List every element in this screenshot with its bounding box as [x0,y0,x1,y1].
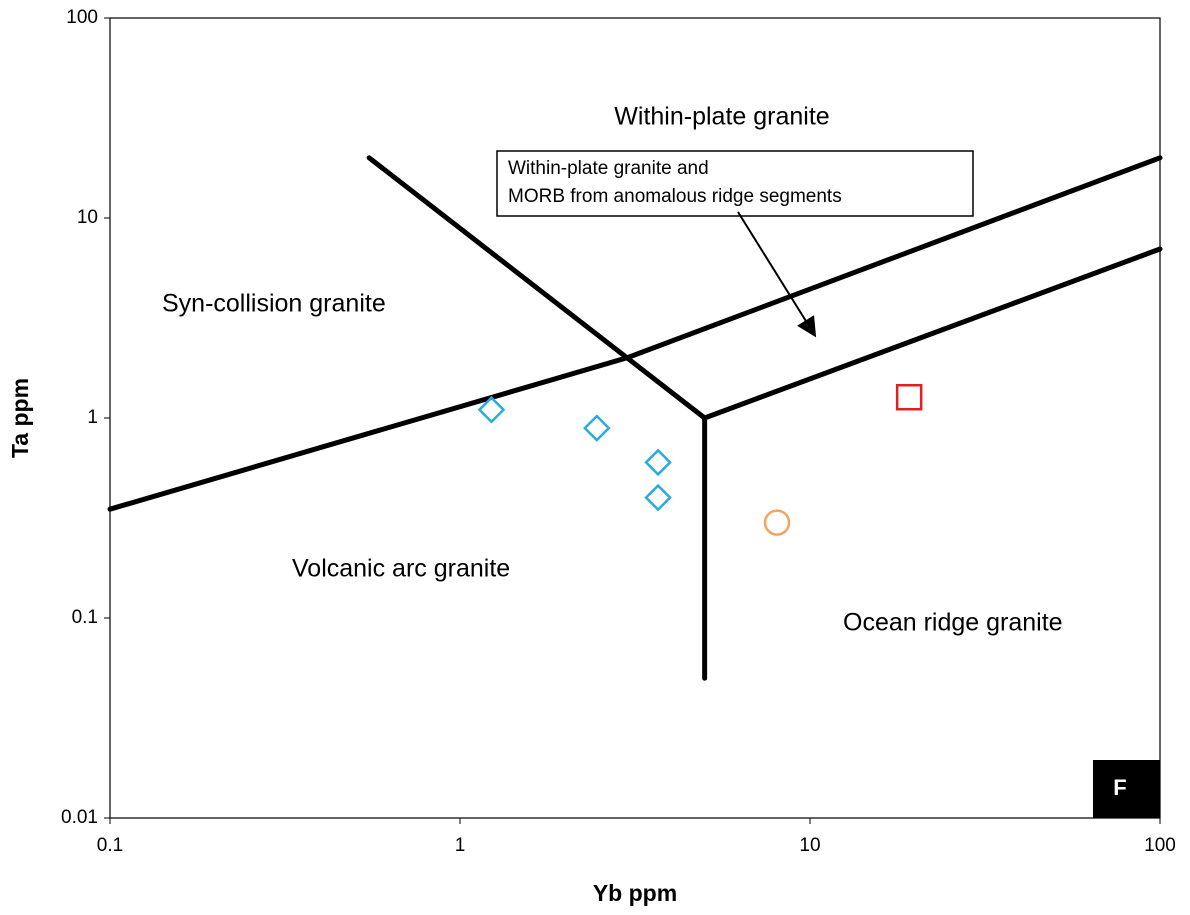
plot-frame [109,17,1161,819]
y-tick-label: 0.1 [72,607,98,628]
y-axis-label: Ta ppm [7,378,33,458]
x-tick-label: 100 [1144,835,1176,856]
boundary-line [366,155,708,421]
annotation: MORB from anomalous ridge segments [508,186,842,207]
x-tick-label: 10 [799,835,820,856]
y-tick-label: 10 [77,207,98,228]
x-tick-label: 1 [455,835,466,856]
diamond-marker [477,395,506,424]
y-tick-label: 100 [66,7,98,28]
diamond-marker [644,483,672,512]
annotation-arrow [737,211,817,338]
y-tick-label: 1 [87,407,98,428]
annotation: Within-plate granite [614,103,829,131]
x-axis-label: Yb ppm [593,880,677,906]
y-tick-label: 0.01 [61,807,98,828]
annotation: Volcanic arc granite [292,555,510,583]
annotation: Ocean ridge granite [843,609,1063,637]
annotation: Within-plate granite and [508,158,709,179]
circle-marker [763,509,791,536]
diamond-marker [644,448,672,477]
panel-label-box [1093,760,1160,818]
boundary-line [702,246,1163,421]
x-tick-label: 0.1 [97,835,123,856]
annotation-box [496,150,974,217]
annotation: Syn-collision granite [162,290,386,318]
square-marker [895,383,923,411]
panel-label: F [1113,775,1126,800]
diamond-marker [583,414,611,442]
